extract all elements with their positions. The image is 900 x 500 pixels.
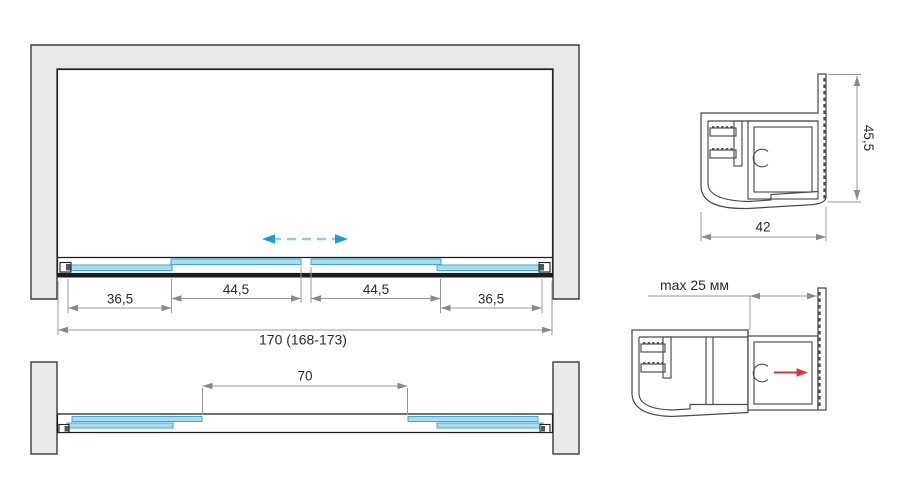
glass-panel-fixed-left [65, 264, 173, 271]
profile-main-chamber-inner [753, 126, 813, 193]
dimension-profile-depth: 42 [700, 207, 827, 241]
dimension-fixed-left: 36,5 [68, 292, 172, 312]
screw-boss-icon [752, 148, 769, 168]
plan-glass-fixed-left [66, 422, 174, 429]
plan-glass-door-right[interactable] [407, 416, 539, 422]
dimension-label-opening: 70 [297, 369, 312, 384]
front-view: 36,5 44,5 44,5 36,5 170 (168-173) [30, 44, 580, 348]
glass-panel-door-left[interactable] [170, 258, 302, 265]
dimension-label-profile-depth: 42 [755, 220, 770, 235]
slide-direction-icon [262, 234, 348, 244]
dimension-label-door-left: 44,5 [223, 282, 249, 297]
dimension-label-extension-travel: max 25 мм [660, 277, 729, 293]
dimension-fixed-right: 36,5 [440, 292, 542, 312]
profile-main-foot-inner [707, 121, 819, 203]
dimension-label-fixed-left: 36,5 [107, 292, 133, 307]
profile-ext-glass-clamp [640, 336, 672, 379]
dimension-total-width: 170 (168-173) [58, 326, 552, 348]
wall-clip-right [538, 261, 551, 273]
dimension-door-right: 44,5 [311, 282, 441, 302]
profile-section-main: 45,5 42 [700, 73, 876, 241]
profile-ext-slider-inner [753, 341, 813, 405]
plan-clip-right [539, 423, 551, 434]
dimension-extension-travel: max 25 мм [648, 277, 817, 330]
profile-main-outline [700, 73, 827, 210]
wall-plan-left [30, 361, 58, 455]
profile-main-chamber [747, 120, 819, 200]
wall-plan-right [552, 361, 580, 455]
profile-ext-fin [817, 287, 827, 411]
dimension-profile-height: 45,5 [828, 74, 876, 203]
dimension-label-fixed-right: 36,5 [478, 292, 504, 307]
dimension-opening: 70 [202, 369, 408, 415]
dimension-label-profile-height: 45,5 [861, 125, 876, 151]
profile-section-extension: max 25 мм [631, 277, 827, 418]
screw-boss-icon [752, 363, 769, 383]
dimension-door-left: 44,5 [171, 282, 301, 302]
extension-direction-icon [774, 368, 808, 377]
bottom-rail [57, 273, 553, 278]
glass-panel-fixed-right [436, 264, 544, 271]
plan-glass-fixed-right [436, 422, 544, 429]
profile-main-glass-clamp [709, 120, 743, 167]
dimension-label-total-width: 170 (168-173) [259, 332, 347, 348]
dimension-label-door-right: 44,5 [363, 282, 389, 297]
plan-glass-door-left[interactable] [71, 416, 203, 422]
glass-panel-door-right[interactable] [310, 258, 442, 265]
wall-clip-left [59, 261, 72, 273]
frame-opening [56, 68, 554, 275]
profile-ext-block-inner-foot [638, 337, 748, 411]
plan-clip-left [58, 423, 70, 434]
top-view: 70 [30, 361, 580, 455]
